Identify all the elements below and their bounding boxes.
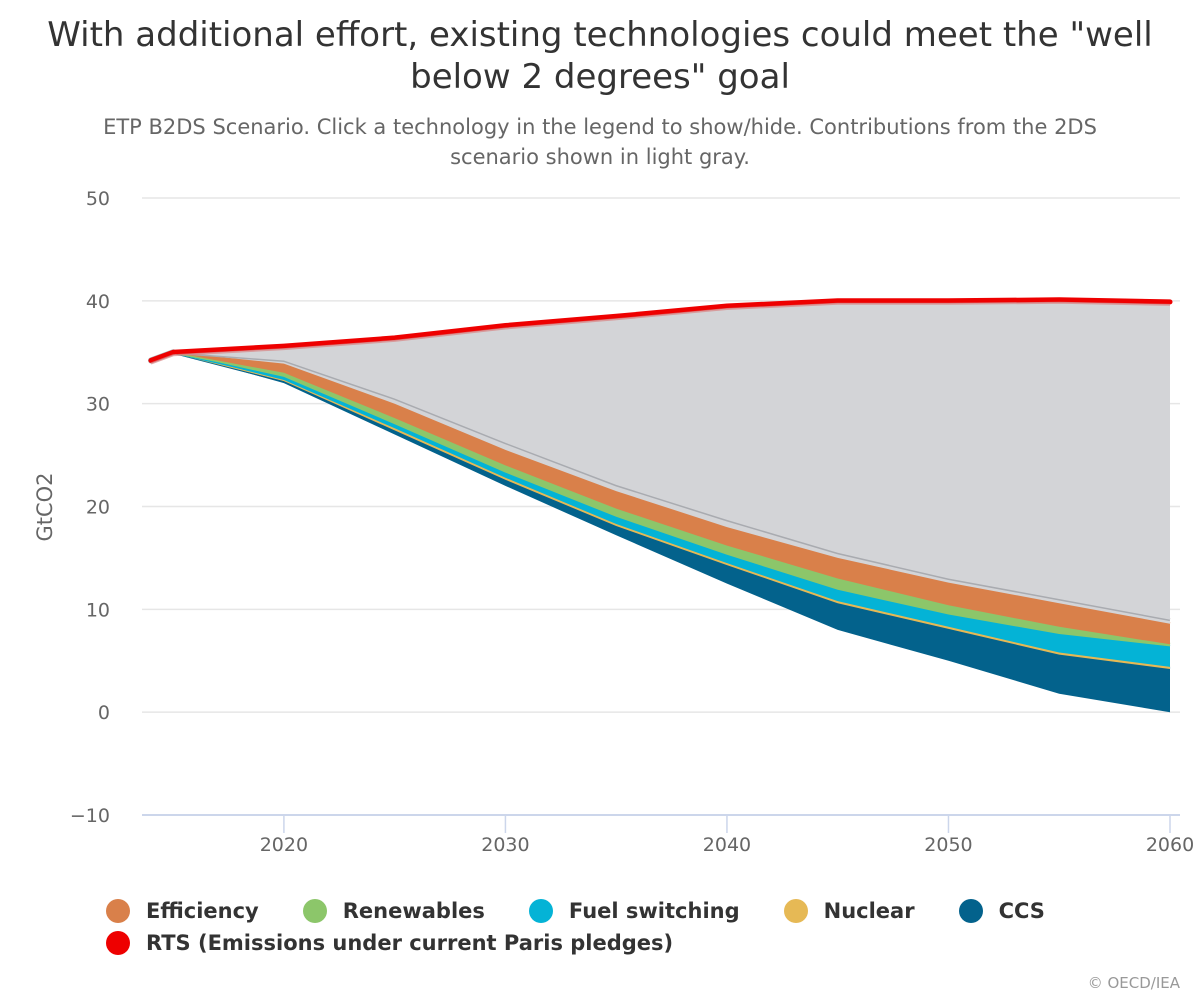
legend-dot-icon xyxy=(528,899,553,923)
legend-label: Fuel switching xyxy=(568,899,740,923)
stacked-areas xyxy=(148,299,1171,713)
legend: Efficiency Renewables Fuel switching Nuc… xyxy=(106,895,1166,959)
y-tick-label: −10 xyxy=(70,805,110,827)
legend-label: RTS (Emissions under current Paris pledg… xyxy=(146,931,674,955)
legend-label: Renewables xyxy=(342,899,485,923)
area-remaining-gap-to-rts xyxy=(173,299,1170,620)
y-tick-label: 10 xyxy=(86,599,110,621)
legend-item-nuclear[interactable]: Nuclear xyxy=(783,899,915,923)
rts-series xyxy=(148,297,1173,365)
area-efficiency xyxy=(173,352,1170,645)
x-tick-label: 2020 xyxy=(260,834,308,856)
legend-item-fuel-switching[interactable]: Fuel switching xyxy=(528,899,740,923)
y-tick-label: 20 xyxy=(86,497,110,519)
rts-line xyxy=(148,297,1173,363)
legend-dot-icon xyxy=(302,899,327,923)
x-tick-label: 2030 xyxy=(481,834,529,856)
y-axis-title: GtCO2 xyxy=(33,472,57,541)
x-axis: 2020 2030 2040 2050 2060 xyxy=(142,814,1194,856)
y-axis: −10 0 10 20 30 40 50 xyxy=(70,188,110,827)
legend-dot-icon xyxy=(106,931,130,955)
y-tick-label: 30 xyxy=(86,394,110,416)
y-tick-label: 50 xyxy=(86,188,110,210)
legend-row-1: Efficiency Renewables Fuel switching Nuc… xyxy=(106,895,1166,927)
x-tick-label: 2050 xyxy=(924,834,972,856)
legend-item-efficiency[interactable]: Efficiency xyxy=(106,899,259,923)
legend-dot-icon xyxy=(106,899,130,923)
y-tick-label: 0 xyxy=(98,702,110,724)
credits-link[interactable]: © OECD/IEA xyxy=(1087,974,1180,992)
legend-label: CCS xyxy=(998,899,1045,923)
x-tick-label: 2060 xyxy=(1146,834,1194,856)
y-tick-label: 40 xyxy=(86,291,110,313)
legend-item-renewables[interactable]: Renewables xyxy=(302,899,485,923)
chart-title: With additional effort, existing technol… xyxy=(47,15,1153,97)
area-ccs xyxy=(173,352,1170,713)
legend-row-2: RTS (Emissions under current Paris pledg… xyxy=(106,927,1166,959)
chart-subtitle: ETP B2DS Scenario. Click a technology in… xyxy=(103,115,1097,169)
legend-item-ccs[interactable]: CCS xyxy=(958,899,1045,923)
legend-dot-icon xyxy=(783,899,808,923)
legend-dot-icon xyxy=(958,899,983,923)
legend-label: Efficiency xyxy=(146,899,259,923)
area-nuclear-line xyxy=(172,351,1171,668)
legend-label: Nuclear xyxy=(823,899,915,923)
legend-item-rts[interactable]: RTS (Emissions under current Paris pledg… xyxy=(106,931,673,955)
rts-line-shadow xyxy=(150,301,1171,365)
x-tick-label: 2040 xyxy=(703,834,751,856)
